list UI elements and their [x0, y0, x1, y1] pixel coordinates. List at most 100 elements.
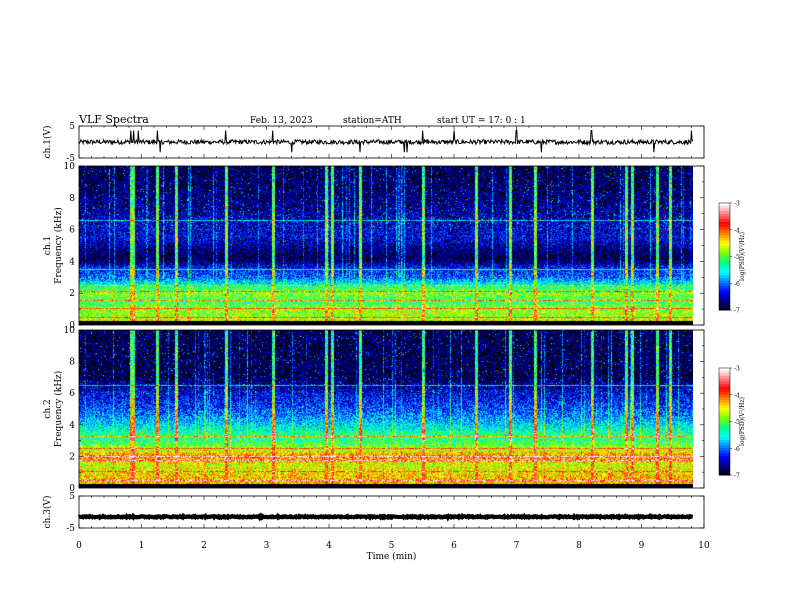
colorbar-swatch — [719, 253, 730, 257]
colorbar-swatch — [719, 368, 730, 372]
colorbar-swatch — [719, 245, 730, 249]
y-tick-label: -5 — [66, 524, 75, 534]
colorbar-swatch — [719, 237, 730, 241]
colorbar-label: log(PSD)(V²/Hz) — [739, 232, 746, 281]
colorbar-swatch — [719, 227, 730, 231]
colorbar: -3 -4 -5 -6 -7 log(PSD)(V²/Hz) — [718, 201, 746, 315]
x-tick-label: 0 — [76, 541, 82, 551]
colorbar-swatch — [719, 269, 730, 274]
y-axis-label: ch.2 — [43, 399, 53, 418]
colorbar-tick-label: -4 — [734, 392, 740, 399]
colorbar-swatch — [719, 466, 730, 471]
colorbar-tick-label: -4 — [734, 227, 740, 234]
colorbar-swatch — [719, 296, 730, 300]
x-tick-label: 1 — [139, 541, 145, 551]
colorbar-tick-label: -3 — [734, 366, 740, 373]
colorbar-swatch — [719, 293, 730, 298]
colorbar-swatch — [719, 373, 730, 377]
panel-ch1-spectrogram: -3 -4 -5 -6 -7 log(PSD)(V²/Hz) 0 2 4 6 8 10 ch.1 Freq… — [43, 162, 746, 331]
colorbar-swatch — [719, 275, 730, 279]
colorbar-swatch — [719, 259, 730, 263]
y-tick-label: 0 — [69, 321, 75, 331]
colorbar-swatch — [719, 299, 730, 303]
colorbar-swatch — [719, 232, 730, 236]
colorbar-tick-label: -5 — [734, 419, 740, 426]
colorbar-swatch — [719, 469, 730, 473]
y-tick-label: 5 — [69, 122, 75, 132]
colorbar-swatch — [719, 216, 730, 220]
colorbar-swatch — [719, 394, 730, 398]
waveform-trace — [78, 130, 694, 153]
figure-title: VLF Spectra — [78, 113, 149, 126]
y-tick-label: 10 — [64, 326, 76, 336]
colorbar-tick-label: -5 — [734, 254, 740, 261]
colorbar-swatch — [719, 389, 730, 393]
colorbar-swatch — [719, 224, 730, 228]
colorbar-swatch — [719, 203, 730, 207]
colorbar-swatch — [719, 378, 730, 382]
y-tick-label: 4 — [69, 421, 75, 431]
waveform-trace — [77, 512, 694, 522]
colorbar-swatch — [719, 402, 730, 406]
colorbar-tick-label: -6 — [734, 281, 740, 288]
colorbar-swatch — [719, 264, 730, 268]
colorbar-swatch — [719, 386, 730, 390]
y-tick-label: 2 — [69, 452, 75, 462]
colorbar-label: log(PSD)(V²/Hz) — [739, 397, 746, 446]
x-tick-label: 7 — [514, 541, 520, 551]
y-tick-label: 0 — [69, 484, 75, 494]
x-axis: 0 1 2 3 4 5 6 7 8 9 10 Time (min) — [76, 541, 710, 562]
colorbar-swatch — [719, 405, 730, 409]
y-tick-label: 6 — [69, 226, 75, 236]
colorbar: -3 -4 -5 -6 -7 log(PSD)(V²/Hz) — [718, 366, 746, 480]
colorbar-swatch — [719, 370, 730, 374]
colorbar-swatch — [719, 464, 730, 468]
colorbar-swatch — [719, 434, 730, 439]
colorbar-swatch — [719, 304, 730, 308]
y-axis-label: ch.1 — [43, 236, 53, 255]
y-axis-label: ch.3(V) — [42, 496, 53, 529]
colorbar-swatch — [719, 456, 730, 460]
colorbar-swatch — [719, 277, 730, 282]
colorbar-swatch — [719, 221, 730, 225]
colorbar-swatch — [719, 432, 730, 436]
colorbar-swatch — [719, 283, 730, 287]
y-tick-label: 6 — [69, 389, 75, 399]
figure-station: station=ATH — [343, 116, 402, 126]
y-tick-label: 2 — [69, 289, 75, 299]
colorbar-swatch — [719, 248, 730, 252]
y-tick-label: 8 — [69, 358, 75, 368]
colorbar-swatch — [719, 421, 730, 425]
colorbar-swatch — [719, 448, 730, 452]
colorbar-swatch — [719, 397, 730, 401]
panel-ch3-waveform: 5 -5 ch.3(V) — [42, 492, 705, 534]
x-tick-label: 9 — [639, 541, 645, 551]
y-tick-label: -5 — [66, 154, 75, 164]
colorbar-swatch — [719, 211, 730, 215]
colorbar-swatch — [719, 437, 730, 441]
colorbar-swatch — [719, 416, 730, 420]
panel-frame — [78, 495, 705, 529]
colorbar-swatch — [719, 384, 730, 388]
colorbar-tick-label: -7 — [734, 473, 740, 480]
colorbar-swatch — [719, 291, 730, 295]
colorbar-swatch — [719, 280, 730, 284]
colorbar-swatch — [719, 426, 730, 431]
colorbar-swatch — [719, 442, 730, 447]
x-tick-label: 10 — [698, 541, 710, 551]
y-axis-label: ch.1(V) — [42, 126, 53, 159]
y-tick-label: 5 — [69, 492, 75, 502]
colorbar-swatch — [719, 267, 730, 271]
colorbar-swatch — [719, 208, 730, 212]
panel-ch2-spectrogram: -3 -4 -5 -6 -7 log(PSD)(V²/Hz) 0 2 4 6 8 10 ch.2 Freq… — [43, 326, 746, 494]
colorbar-tick-label: -6 — [734, 446, 740, 453]
y-axis-label: Frequency (kHz) — [53, 207, 64, 284]
colorbar-swatch — [719, 235, 730, 239]
panel-ch1-waveform: 5 -5 ch.1(V) — [42, 122, 705, 164]
colorbar-swatch — [719, 472, 730, 476]
colorbar-swatch — [719, 445, 730, 449]
colorbar-swatch — [719, 381, 730, 385]
colorbar-tick-label: -3 — [734, 201, 740, 208]
